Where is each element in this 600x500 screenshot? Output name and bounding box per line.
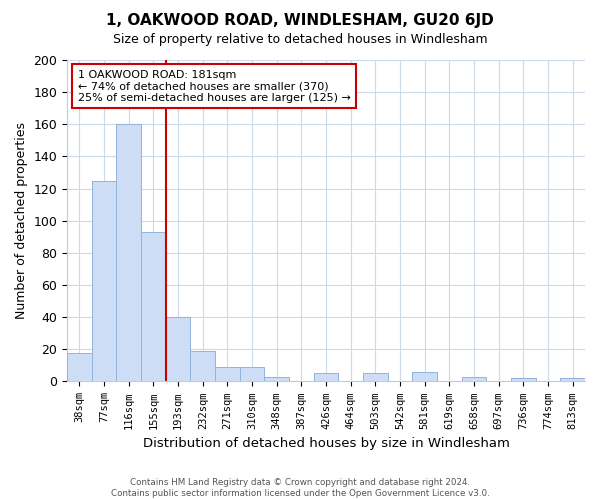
Bar bbox=[560, 378, 585, 382]
Bar bbox=[412, 372, 437, 382]
Text: Contains HM Land Registry data © Crown copyright and database right 2024.
Contai: Contains HM Land Registry data © Crown c… bbox=[110, 478, 490, 498]
Bar bbox=[116, 124, 141, 382]
Bar bbox=[166, 317, 190, 382]
Y-axis label: Number of detached properties: Number of detached properties bbox=[15, 122, 28, 319]
Bar bbox=[240, 367, 265, 382]
Bar bbox=[511, 378, 536, 382]
Bar bbox=[190, 351, 215, 382]
Bar bbox=[92, 180, 116, 382]
Bar bbox=[215, 367, 240, 382]
Text: 1, OAKWOOD ROAD, WINDLESHAM, GU20 6JD: 1, OAKWOOD ROAD, WINDLESHAM, GU20 6JD bbox=[106, 12, 494, 28]
Bar bbox=[141, 232, 166, 382]
Text: Size of property relative to detached houses in Windlesham: Size of property relative to detached ho… bbox=[113, 32, 487, 46]
Bar bbox=[314, 374, 338, 382]
Bar bbox=[67, 352, 92, 382]
X-axis label: Distribution of detached houses by size in Windlesham: Distribution of detached houses by size … bbox=[143, 437, 509, 450]
Text: 1 OAKWOOD ROAD: 181sqm
← 74% of detached houses are smaller (370)
25% of semi-de: 1 OAKWOOD ROAD: 181sqm ← 74% of detached… bbox=[77, 70, 350, 103]
Bar bbox=[462, 376, 487, 382]
Bar bbox=[363, 374, 388, 382]
Bar bbox=[265, 376, 289, 382]
